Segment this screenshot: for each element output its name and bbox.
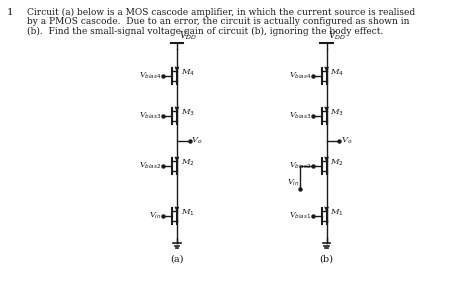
Text: 1: 1 — [7, 8, 14, 17]
Text: M$_1$: M$_1$ — [181, 208, 194, 218]
Text: V$_{bias3}$: V$_{bias3}$ — [289, 111, 311, 121]
Text: V$_{DD}$: V$_{DD}$ — [328, 29, 346, 42]
Text: V$_{bias4}$: V$_{bias4}$ — [289, 71, 311, 81]
Text: V$_o$: V$_o$ — [191, 136, 203, 146]
Text: M$_2$: M$_2$ — [181, 158, 194, 168]
Text: by a PMOS cascode.  Due to an error, the circuit is actually configured as shown: by a PMOS cascode. Due to an error, the … — [27, 17, 410, 26]
Text: Circuit (a) below is a MOS cascode amplifier, in which the current source is rea: Circuit (a) below is a MOS cascode ampli… — [27, 8, 415, 17]
Text: (a): (a) — [170, 255, 183, 264]
Text: V$_{DD}$: V$_{DD}$ — [179, 29, 197, 42]
Text: V$_{bias2}$: V$_{bias2}$ — [289, 161, 311, 171]
Text: V$_{bias1}$: V$_{bias1}$ — [289, 211, 311, 221]
Text: M$_4$: M$_4$ — [330, 68, 345, 78]
Text: (b).  Find the small-signal voltage gain of circuit (b), ignoring the body effec: (b). Find the small-signal voltage gain … — [27, 27, 383, 36]
Text: M$_3$: M$_3$ — [330, 108, 344, 118]
Text: M$_2$: M$_2$ — [330, 158, 344, 168]
Text: V$_o$: V$_o$ — [341, 136, 353, 146]
Text: M$_4$: M$_4$ — [181, 68, 195, 78]
Text: M$_1$: M$_1$ — [330, 208, 344, 218]
Text: (b): (b) — [319, 255, 334, 264]
Text: V$_{bias4}$: V$_{bias4}$ — [139, 71, 162, 81]
Text: V$_{bias2}$: V$_{bias2}$ — [139, 161, 162, 171]
Text: V$_{in}$: V$_{in}$ — [149, 211, 162, 221]
Text: V$_{bias3}$: V$_{bias3}$ — [139, 111, 162, 121]
Text: V$_{in}$: V$_{in}$ — [287, 178, 300, 188]
Text: M$_3$: M$_3$ — [181, 108, 195, 118]
